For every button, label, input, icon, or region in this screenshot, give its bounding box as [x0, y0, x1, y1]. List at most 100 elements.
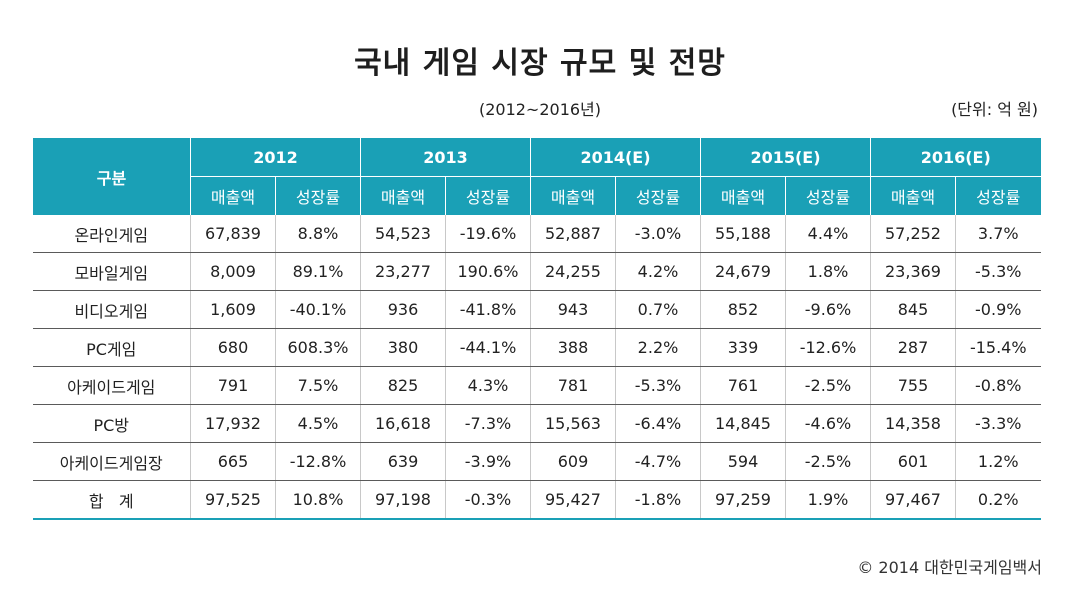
- growth-cell: 4.5%: [275, 404, 361, 443]
- growth-cell: -40.1%: [275, 290, 361, 329]
- revenue-header: 매출액: [700, 176, 786, 215]
- revenue-cell: 67,839: [190, 215, 276, 253]
- growth-cell: -3.3%: [955, 404, 1041, 443]
- revenue-cell: 97,198: [360, 480, 446, 520]
- growth-cell: 7.5%: [275, 366, 361, 405]
- growth-cell: -2.5%: [785, 366, 871, 405]
- growth-header: 성장률: [275, 176, 361, 215]
- year-header: 2014(E): [530, 138, 701, 177]
- row-label: 모바일게임: [32, 252, 191, 291]
- row-label: PC게임: [32, 328, 191, 367]
- growth-cell: -4.6%: [785, 404, 871, 443]
- growth-cell: 608.3%: [275, 328, 361, 367]
- growth-cell: -7.3%: [445, 404, 531, 443]
- row-label: 아케이드게임장: [32, 442, 191, 481]
- growth-cell: -9.6%: [785, 290, 871, 329]
- growth-cell: -0.8%: [955, 366, 1041, 405]
- growth-cell: 0.7%: [615, 290, 701, 329]
- row-label: 아케이드게임: [32, 366, 191, 405]
- revenue-cell: 943: [530, 290, 616, 329]
- revenue-cell: 1,609: [190, 290, 276, 329]
- growth-cell: 1.9%: [785, 480, 871, 520]
- growth-cell: -12.8%: [275, 442, 361, 481]
- growth-cell: -19.6%: [445, 215, 531, 253]
- growth-cell: -6.4%: [615, 404, 701, 443]
- revenue-cell: 639: [360, 442, 446, 481]
- growth-cell: 0.2%: [955, 480, 1041, 520]
- revenue-cell: 23,277: [360, 252, 446, 291]
- growth-cell: 89.1%: [275, 252, 361, 291]
- revenue-cell: 845: [870, 290, 956, 329]
- revenue-cell: 16,618: [360, 404, 446, 443]
- revenue-cell: 24,255: [530, 252, 616, 291]
- metric-header-row: 매출액 성장률 매출액 성장률 매출액 성장률 매출액 성장률 매출액 성장률: [33, 176, 1041, 215]
- market-size-table: 구분 2012 2013 2014(E) 2015(E) 2016(E) 매출액…: [32, 138, 1041, 520]
- revenue-cell: 388: [530, 328, 616, 367]
- growth-header: 성장률: [445, 176, 531, 215]
- revenue-cell: 24,679: [700, 252, 786, 291]
- revenue-cell: 852: [700, 290, 786, 329]
- growth-cell: 1.8%: [785, 252, 871, 291]
- row-label: 합 계: [32, 480, 191, 520]
- table-row: 비디오게임 1,609 -40.1% 936 -41.8% 943 0.7% 852 -9.6%…: [32, 290, 1041, 329]
- year-header: 2012: [190, 138, 361, 177]
- revenue-cell: 594: [700, 442, 786, 481]
- growth-cell: 4.3%: [445, 366, 531, 405]
- growth-cell: -0.3%: [445, 480, 531, 520]
- growth-cell: -0.9%: [955, 290, 1041, 329]
- revenue-cell: 17,932: [190, 404, 276, 443]
- revenue-cell: 15,563: [530, 404, 616, 443]
- table-body: 온라인게임 67,839 8.8% 54,523 -19.6% 52,887 -3.0% 55…: [32, 215, 1041, 520]
- row-label: 온라인게임: [32, 215, 191, 253]
- table-row: PC게임 680 608.3% 380 -44.1% 388 2.2% 339 -12.6% 28…: [32, 328, 1041, 367]
- row-label: PC방: [32, 404, 191, 443]
- growth-cell: 1.2%: [955, 442, 1041, 481]
- revenue-header: 매출액: [360, 176, 446, 215]
- growth-cell: -5.3%: [955, 252, 1041, 291]
- year-header: 2013: [360, 138, 531, 177]
- revenue-cell: 287: [870, 328, 956, 367]
- revenue-cell: 52,887: [530, 215, 616, 253]
- revenue-cell: 761: [700, 366, 786, 405]
- revenue-cell: 936: [360, 290, 446, 329]
- growth-cell: 3.7%: [955, 215, 1041, 253]
- revenue-cell: 97,467: [870, 480, 956, 520]
- growth-cell: 4.2%: [615, 252, 701, 291]
- revenue-cell: 339: [700, 328, 786, 367]
- revenue-header: 매출액: [870, 176, 956, 215]
- revenue-header: 매출액: [190, 176, 276, 215]
- revenue-cell: 14,358: [870, 404, 956, 443]
- table-row: 합 계 97,525 10.8% 97,198 -0.3% 95,427 -1.8% 97,2…: [32, 480, 1041, 520]
- growth-cell: 2.2%: [615, 328, 701, 367]
- year-header-row: 구분 2012 2013 2014(E) 2015(E) 2016(E): [32, 138, 1041, 215]
- page-title: 국내 게임 시장 규모 및 전망: [354, 46, 726, 81]
- table-row: PC방 17,932 4.5% 16,618 -7.3% 15,563 -6.4% 14,84…: [32, 404, 1041, 443]
- revenue-cell: 14,845: [700, 404, 786, 443]
- growth-cell: -2.5%: [785, 442, 871, 481]
- year-header: 2016(E): [870, 138, 1041, 177]
- revenue-cell: 791: [190, 366, 276, 405]
- table-row: 온라인게임 67,839 8.8% 54,523 -19.6% 52,887 -3.0% 55…: [32, 215, 1041, 253]
- table-row: 아케이드게임장 665 -12.8% 639 -3.9% 609 -4.7% 594 -2.5%…: [32, 442, 1041, 481]
- revenue-cell: 23,369: [870, 252, 956, 291]
- growth-cell: 8.8%: [275, 215, 361, 253]
- growth-cell: 4.4%: [785, 215, 871, 253]
- growth-cell: 10.8%: [275, 480, 361, 520]
- table-row: 모바일게임 8,009 89.1% 23,277 190.6% 24,255 4.2% 24,…: [32, 252, 1041, 291]
- revenue-cell: 665: [190, 442, 276, 481]
- revenue-header: 매출액: [530, 176, 616, 215]
- category-header: 구분: [32, 138, 191, 215]
- growth-cell: -4.7%: [615, 442, 701, 481]
- growth-cell: -44.1%: [445, 328, 531, 367]
- revenue-cell: 97,525: [190, 480, 276, 520]
- table-row: 아케이드게임 791 7.5% 825 4.3% 781 -5.3% 761 -2.5% 755-…: [32, 366, 1041, 405]
- growth-header: 성장률: [785, 176, 871, 215]
- growth-header: 성장률: [955, 176, 1041, 215]
- growth-cell: -5.3%: [615, 366, 701, 405]
- revenue-cell: 380: [360, 328, 446, 367]
- revenue-cell: 680: [190, 328, 276, 367]
- revenue-cell: 601: [870, 442, 956, 481]
- revenue-cell: 609: [530, 442, 616, 481]
- unit-label: (단위: 억 원): [951, 100, 1038, 119]
- revenue-cell: 8,009: [190, 252, 276, 291]
